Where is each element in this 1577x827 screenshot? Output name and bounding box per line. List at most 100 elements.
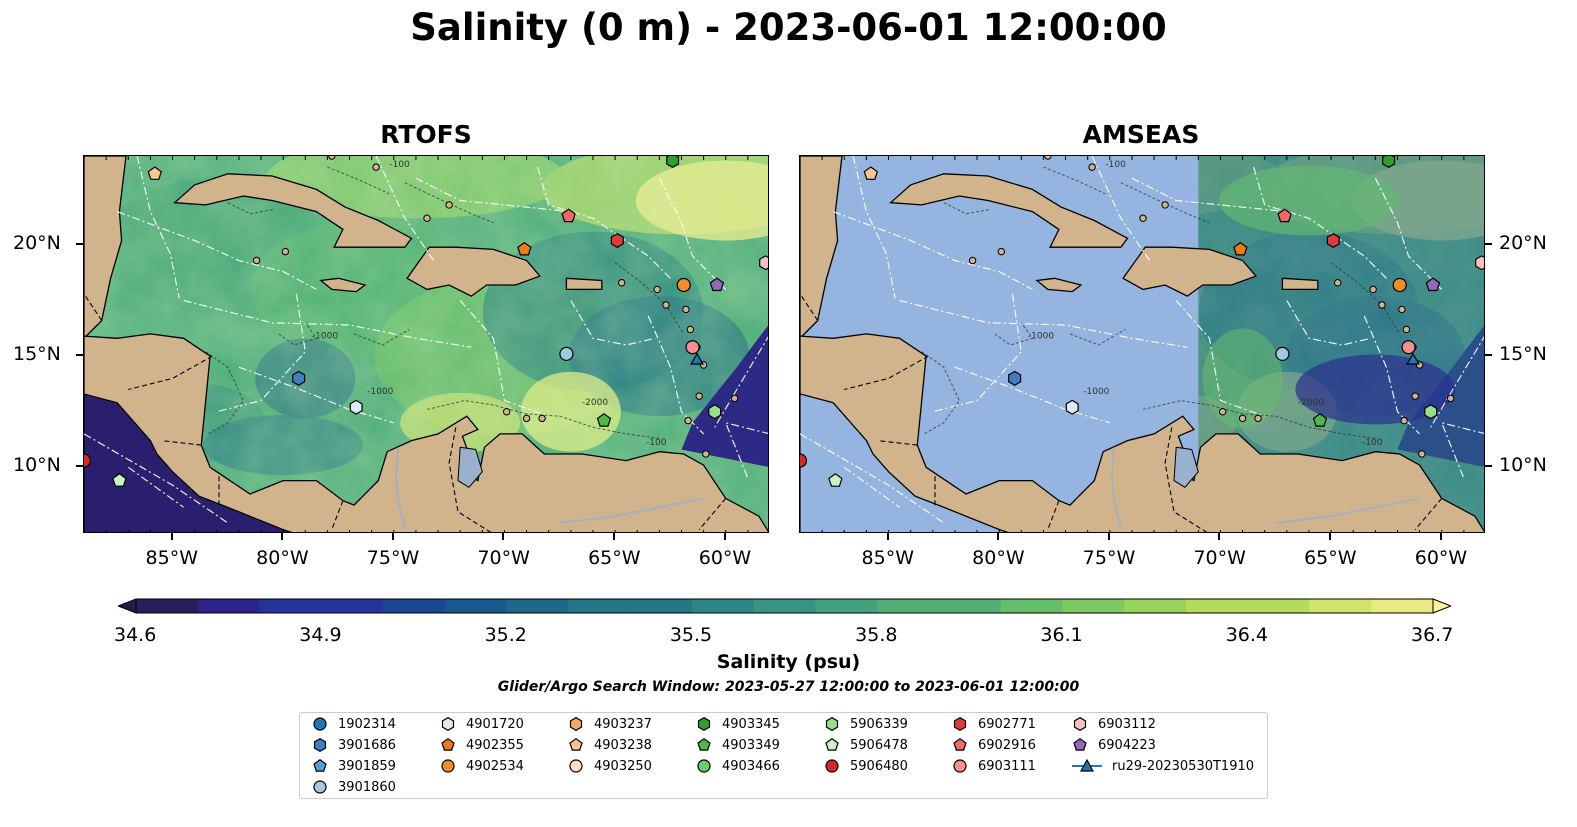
lon-tick-label: 85°W xyxy=(145,547,198,569)
island xyxy=(1398,305,1406,314)
colorbar-segment xyxy=(506,599,569,613)
eez-boundary xyxy=(127,466,184,508)
eez-boundary xyxy=(136,156,180,299)
legend-item: 4903466 xyxy=(696,756,780,776)
isobath-contour xyxy=(327,166,390,195)
legend-item-label: 4903237 xyxy=(594,716,652,732)
legend-item: ru29-20230530T1910 xyxy=(1072,756,1254,776)
marker-6903112 xyxy=(1475,255,1484,271)
marker-4903345 xyxy=(666,156,680,168)
eez-boundary xyxy=(1131,177,1287,213)
legend-item: 4902355 xyxy=(440,735,524,755)
country-border xyxy=(161,440,202,446)
land-jamaica xyxy=(1035,277,1083,293)
isobath-contour xyxy=(1120,182,1210,224)
eez-boundary xyxy=(800,433,945,524)
land-cuba xyxy=(889,173,1129,248)
legend: 1902314 3901686 3901859 3901860 4901720 49023… xyxy=(299,712,1268,799)
island xyxy=(1418,450,1426,458)
country-border xyxy=(331,500,344,530)
legend-item-label: ru29-20230530T1910 xyxy=(1112,758,1255,774)
island xyxy=(1139,214,1147,222)
pentagon-marker-icon xyxy=(1073,737,1087,751)
marker-4901720 xyxy=(1065,399,1079,415)
legend-marker xyxy=(697,717,711,731)
colorbar-segment xyxy=(1000,599,1063,613)
island xyxy=(618,279,626,287)
colorbar-segment xyxy=(753,599,816,613)
marker-6903111 xyxy=(1401,340,1416,355)
lake-maracaibo xyxy=(457,446,483,488)
lat-tick-label: 10°N xyxy=(1499,454,1547,477)
island xyxy=(1446,394,1455,403)
lon-tick-label: 60°W xyxy=(1414,547,1468,569)
pacific-ocean xyxy=(84,393,293,532)
island xyxy=(1369,285,1377,294)
marker-6902771 xyxy=(610,233,624,248)
legend-item-label: 4902355 xyxy=(466,737,524,753)
land-westcoast xyxy=(800,156,843,340)
hexagon-marker-icon xyxy=(441,717,455,731)
legend-item: 5906478 xyxy=(824,735,908,755)
marker-4903238 xyxy=(147,166,163,180)
search-window-caption: Glider/Argo Search Window: 2023-05-27 12… xyxy=(497,679,1080,695)
isobath-label: -1000 xyxy=(1028,331,1054,341)
lon-tick-label: 60°W xyxy=(698,547,752,569)
legend-marker xyxy=(313,758,327,772)
lat-tick-mark xyxy=(76,242,83,245)
isobath-contour xyxy=(278,322,318,346)
legend-item-label: 5906339 xyxy=(850,716,908,732)
colorbar-tick-label: 35.8 xyxy=(855,624,898,646)
legend-marker xyxy=(441,717,455,731)
marker-4902534 xyxy=(1392,277,1407,293)
legend-marker xyxy=(825,737,839,751)
colorbar-segment xyxy=(1247,599,1310,613)
marker-5906480 xyxy=(84,453,92,468)
colorbar xyxy=(116,595,1453,617)
colorbar-tick-label: 36.4 xyxy=(1225,624,1269,646)
colorbar-extend-high xyxy=(1432,598,1453,614)
marker-5906478 xyxy=(112,473,127,487)
lon-tick-mark xyxy=(886,533,889,540)
island xyxy=(423,214,431,222)
island xyxy=(682,305,690,314)
legend-item: 6903112 xyxy=(1072,714,1156,734)
colorbar-segment xyxy=(877,599,940,613)
eez-boundary xyxy=(899,299,1188,348)
land-puertorico xyxy=(1281,277,1319,291)
marker-ru29-20230530T1910 xyxy=(690,352,704,365)
lat-tick-label: 10°N xyxy=(13,454,61,477)
hexagon-marker-icon xyxy=(313,738,327,752)
island xyxy=(686,325,695,334)
colorbar-segment xyxy=(938,599,1002,613)
colorbar-frame xyxy=(135,598,1434,614)
lat-tick-label: 20°N xyxy=(13,231,61,254)
lon-tick-mark xyxy=(391,533,394,540)
country-border xyxy=(448,427,492,532)
legend-item: 4903345 xyxy=(696,714,780,734)
eez-boundary xyxy=(714,336,768,428)
lat-tick-label: 20°N xyxy=(1499,231,1547,254)
lon-tick-mark xyxy=(997,533,1000,540)
eez-boundary xyxy=(852,156,896,299)
island xyxy=(653,285,661,294)
eez-boundary xyxy=(843,466,900,508)
pentagon-marker-icon xyxy=(697,737,711,751)
legend-marker xyxy=(569,737,583,751)
lon-tick-label: 75°W xyxy=(1082,547,1136,569)
colorbar-label: Salinity (psu) xyxy=(716,651,861,673)
legend-item-label: 1902314 xyxy=(338,716,396,732)
legend-marker xyxy=(697,759,711,773)
circle-marker-icon xyxy=(313,780,327,794)
marker-4903238 xyxy=(863,166,879,180)
lon-tick-mark xyxy=(1439,533,1442,540)
legend-marker xyxy=(441,759,455,773)
map-canvas-amseas: -100 -1000 -1000 -2000 -100 xyxy=(800,156,1484,532)
lon-tick-mark xyxy=(1107,533,1110,540)
legend-item-label: 4903466 xyxy=(722,758,780,774)
river xyxy=(1111,447,1122,530)
isobath-contour xyxy=(353,328,410,346)
marker-6902916 xyxy=(561,208,576,223)
map-canvas-rtofs: -100 -1000 -1000 -2000 -100 xyxy=(84,156,768,532)
lon-tick-label: 75°W xyxy=(366,547,420,569)
